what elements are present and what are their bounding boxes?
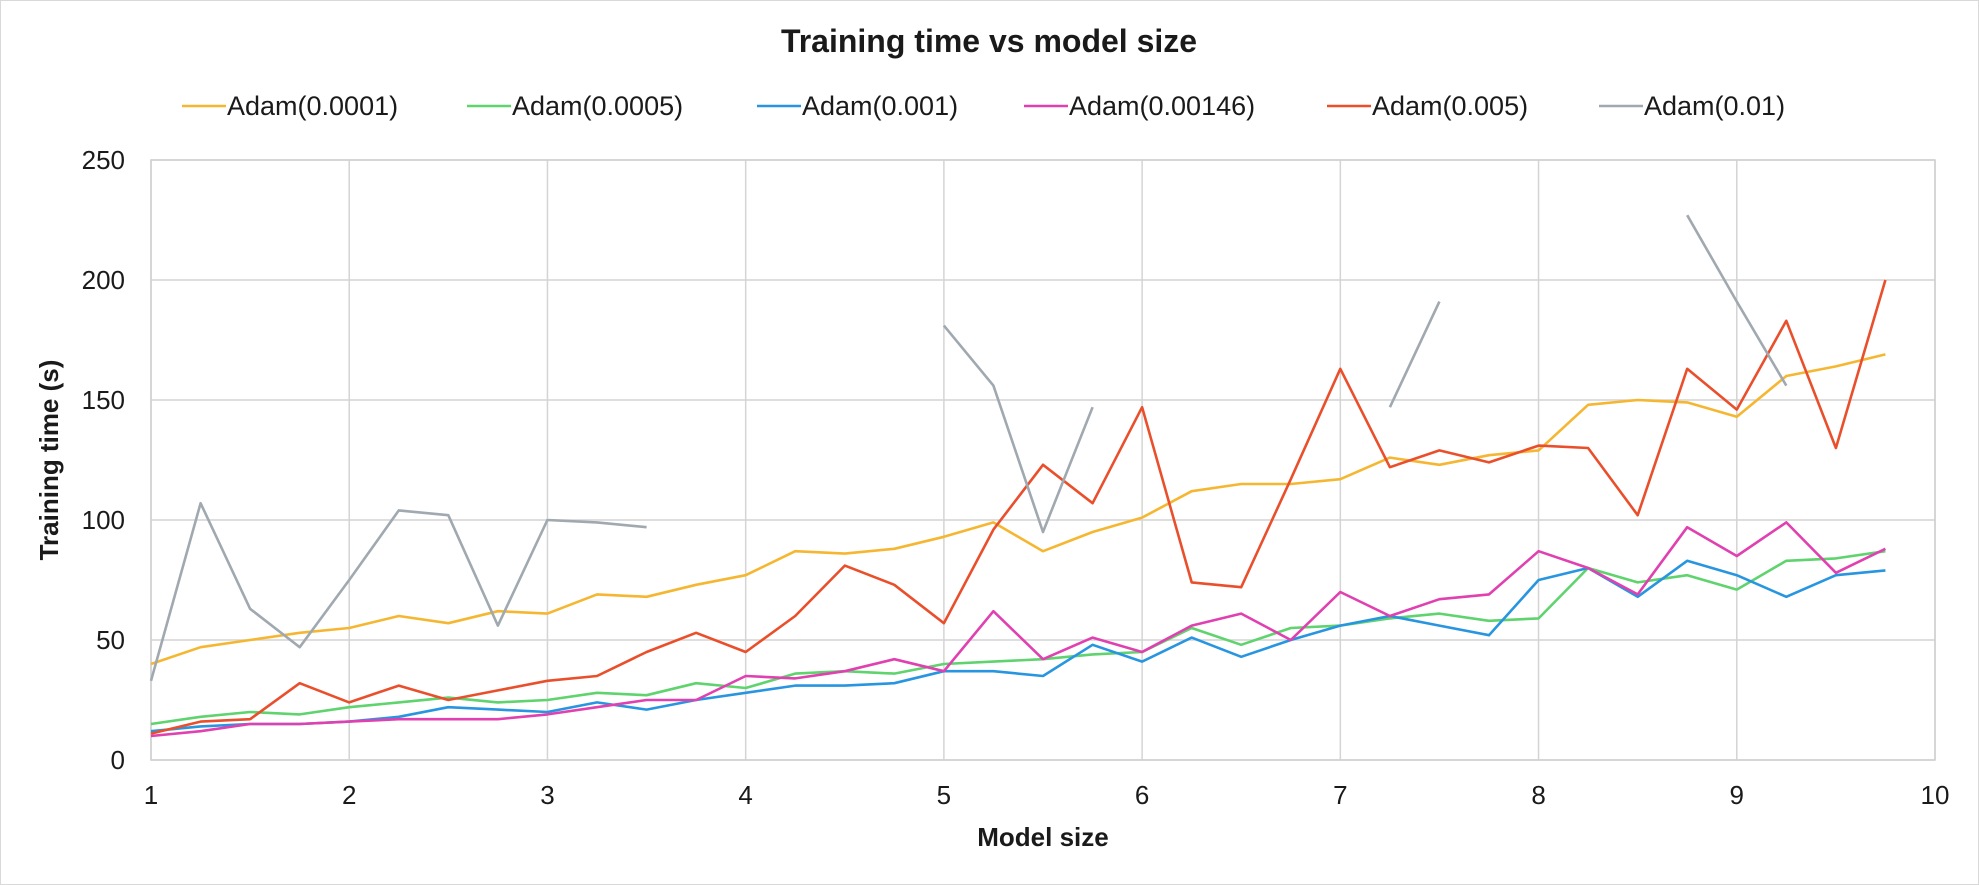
y-axis-title: Training time (s) — [34, 360, 64, 561]
x-tick-label: 2 — [342, 780, 356, 810]
y-tick-label: 50 — [96, 625, 125, 655]
series-line-segment — [1686, 214, 1788, 387]
series-line-segment — [150, 279, 1887, 735]
legend-item: Adam(0.0005) — [467, 91, 683, 121]
legend-item: Adam(0.01) — [1599, 91, 1785, 121]
y-tick-label: 200 — [82, 265, 125, 295]
x-tick-label: 4 — [738, 780, 752, 810]
series-lines — [149, 214, 1887, 738]
plot-area-border — [150, 159, 1936, 761]
x-tick-label: 3 — [540, 780, 554, 810]
x-tick-label: 6 — [1135, 780, 1149, 810]
series-line-segment — [150, 549, 1886, 726]
series-line — [149, 214, 1788, 682]
x-tick-label: 5 — [937, 780, 951, 810]
series-line-segment — [149, 501, 647, 682]
chart-title: Training time vs model size — [781, 23, 1197, 59]
series-line — [150, 549, 1886, 726]
y-tick-label: 250 — [82, 145, 125, 175]
series-line-segment — [942, 324, 1094, 534]
legend-label: Adam(0.005) — [1372, 91, 1528, 121]
legend-label: Adam(0.01) — [1644, 91, 1785, 121]
legend-label: Adam(0.0001) — [227, 91, 398, 121]
x-axis-title: Model size — [977, 822, 1108, 852]
x-tick-label: 7 — [1333, 780, 1347, 810]
series-line-segment — [150, 521, 1886, 738]
legend-label: Adam(0.0005) — [512, 91, 683, 121]
y-tick-label: 150 — [82, 385, 125, 415]
x-tick-label: 1 — [144, 780, 158, 810]
legend-item: Adam(0.001) — [757, 91, 958, 121]
series-line — [150, 521, 1886, 738]
x-axis-ticks: 1 2 3 4 5 6 7 8 9 10 — [144, 780, 1950, 810]
legend: Adam(0.0001) Adam(0.0005) Adam(0.001) Adam(… — [182, 91, 1785, 121]
series-line-segment — [150, 353, 1886, 666]
legend-item: Adam(0.005) — [1327, 91, 1528, 121]
x-tick-label: 9 — [1730, 780, 1744, 810]
y-tick-label: 100 — [82, 505, 125, 535]
legend-label: Adam(0.001) — [802, 91, 958, 121]
series-line-segment — [1388, 301, 1441, 408]
legend-item: Adam(0.0001) — [182, 91, 398, 121]
x-tick-label: 8 — [1531, 780, 1545, 810]
series-line — [150, 353, 1886, 666]
x-tick-label: 10 — [1921, 780, 1950, 810]
legend-label: Adam(0.00146) — [1069, 91, 1255, 121]
legend-item: Adam(0.00146) — [1024, 91, 1255, 121]
gridlines — [150, 159, 1936, 761]
y-axis-ticks: 0 50 100 150 200 250 — [82, 145, 125, 775]
series-line — [150, 279, 1887, 735]
y-tick-label: 0 — [111, 745, 125, 775]
